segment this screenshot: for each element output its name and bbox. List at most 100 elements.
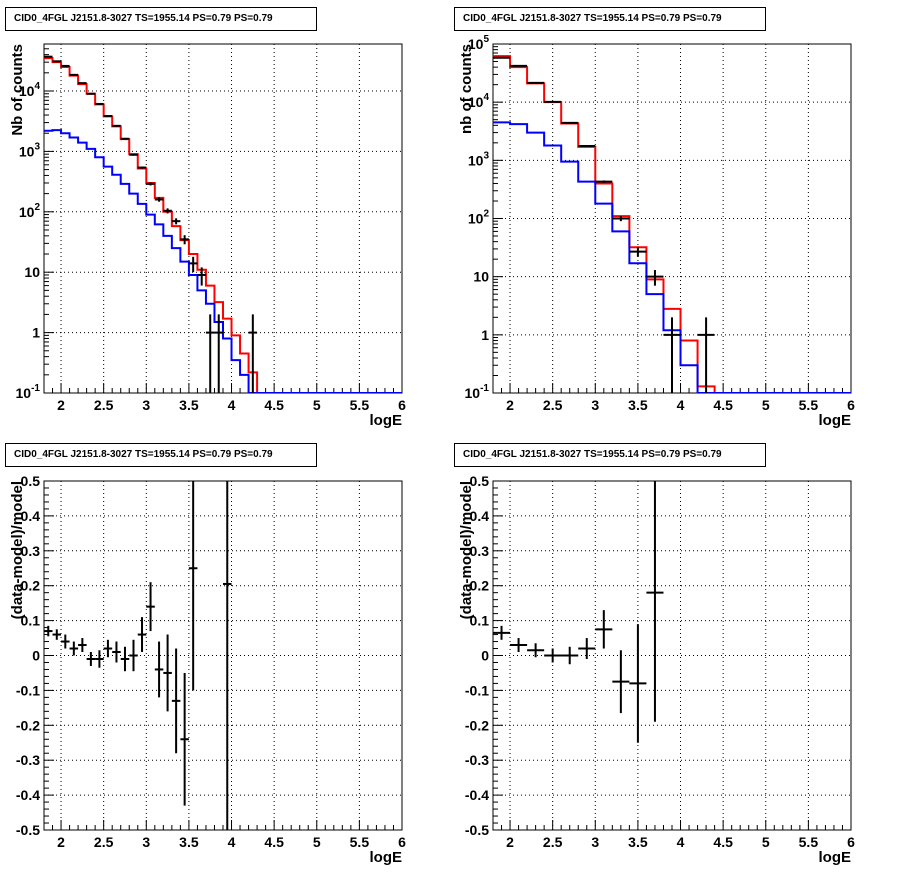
model-histogram-line (44, 58, 402, 393)
residual-point (95, 650, 104, 667)
y-tick-label: 102 (468, 209, 490, 227)
y-tick-label: -0.2 (465, 717, 489, 733)
data-point (206, 314, 215, 393)
panel-residuals-fine: CID0_4FGL J2151.8-3027 TS=1955.14 PS=0.7… (0, 437, 449, 875)
x-axis-title: logE (819, 849, 852, 866)
y-axis-title: (data-model)/model (458, 481, 475, 619)
x-tick-label: 3 (591, 397, 599, 413)
model-histogram-line (44, 130, 402, 393)
x-tick-label: 5.5 (799, 397, 819, 413)
data-point (138, 166, 147, 168)
y-tick-label: -0.5 (16, 822, 40, 838)
x-tick-label: 4.5 (264, 834, 284, 850)
x-tick-label: 3 (142, 834, 150, 850)
residual-point (510, 638, 527, 652)
x-tick-label: 4 (228, 834, 236, 850)
y-tick-label: -0.1 (16, 682, 40, 698)
x-tick-label: 2.5 (94, 397, 114, 413)
residual-point (78, 638, 87, 652)
x-tick-label: 6 (847, 834, 855, 850)
data-point (595, 180, 612, 182)
chart-title: CID0_4FGL J2151.8-3027 TS=1955.14 PS=0.7… (5, 7, 317, 31)
residual-point (146, 582, 155, 631)
x-tick-label: 2.5 (543, 397, 563, 413)
x-tick-label: 5.5 (350, 397, 370, 413)
x-tick-label: 2 (57, 397, 65, 413)
x-tick-label: 6 (847, 397, 855, 413)
x-tick-label: 3 (142, 397, 150, 413)
data-point (249, 314, 258, 393)
y-tick-label: 10-1 (16, 383, 41, 401)
x-axis-title: logE (819, 412, 852, 429)
residual-point (172, 649, 181, 754)
y-axis-title: nb of counts (458, 44, 475, 134)
data-point (189, 257, 198, 272)
y-tick-label: -0.4 (465, 787, 489, 803)
data-point (87, 93, 96, 94)
residual-point (646, 464, 663, 722)
panel-counts-fine: CID0_4FGL J2151.8-3027 TS=1955.14 PS=0.7… (0, 0, 449, 437)
x-tick-label: 5 (313, 397, 321, 413)
x-tick-label: 2 (57, 834, 65, 850)
y-tick-label: -0.5 (465, 822, 489, 838)
y-tick-label: 10 (24, 264, 40, 280)
data-point (214, 314, 223, 393)
residual-point (629, 624, 646, 743)
x-tick-label: 3.5 (179, 397, 199, 413)
panel-residuals-coarse: CID0_4FGL J2151.8-3027 TS=1955.14 PS=0.7… (449, 437, 898, 875)
chart-title: CID0_4FGL J2151.8-3027 TS=1955.14 PS=0.7… (454, 443, 766, 467)
x-tick-label: 5.5 (350, 834, 370, 850)
plot-area (44, 437, 232, 846)
y-tick-label: -0.3 (16, 752, 40, 768)
x-tick-label: 3 (591, 834, 599, 850)
residual-point (189, 446, 198, 690)
x-tick-label: 4.5 (713, 834, 733, 850)
residual-point (155, 642, 164, 698)
data-point (578, 145, 595, 146)
x-tick-label: 2 (506, 397, 514, 413)
y-tick-label: -0.4 (16, 787, 40, 803)
y-tick-label: 103 (468, 150, 490, 168)
plot-area (493, 56, 851, 393)
x-tick-label: 6 (398, 834, 406, 850)
data-point (646, 270, 663, 286)
x-tick-label: 3.5 (179, 834, 199, 850)
y-tick-label: 102 (19, 202, 41, 220)
x-axis-title: logE (370, 412, 403, 429)
x-tick-label: 4 (228, 397, 236, 413)
chart-title: CID0_4FGL J2151.8-3027 TS=1955.14 PS=0.7… (454, 7, 766, 31)
y-axis-title: (data-model)/model (9, 481, 26, 619)
data-point (663, 317, 680, 393)
x-tick-label: 4 (677, 397, 685, 413)
x-tick-label: 5 (313, 834, 321, 850)
x-axis-title: logE (370, 849, 403, 866)
data-point (544, 102, 561, 103)
residual-point (61, 635, 70, 649)
residual-point (561, 647, 578, 664)
residual-point (138, 617, 147, 652)
residual-point (129, 640, 138, 671)
y-tick-label: -0.2 (16, 717, 40, 733)
plot-area (44, 57, 402, 393)
x-tick-label: 2.5 (543, 834, 563, 850)
residual-point (595, 610, 612, 648)
data-point (180, 235, 189, 244)
x-tick-label: 4.5 (264, 397, 284, 413)
residual-point (163, 635, 172, 712)
x-tick-label: 4 (677, 834, 685, 850)
residual-point (53, 629, 62, 639)
data-point (121, 138, 130, 139)
x-tick-label: 5 (762, 834, 770, 850)
residual-point (578, 638, 595, 659)
y-tick-label: 10 (473, 269, 489, 285)
data-point (698, 317, 715, 393)
y-axis-title: Nb of counts (9, 44, 26, 136)
y-tick-label: 0 (32, 648, 40, 664)
x-tick-label: 4.5 (713, 397, 733, 413)
x-tick-label: 2.5 (94, 834, 114, 850)
x-tick-label: 5.5 (799, 834, 819, 850)
data-point (112, 125, 121, 126)
